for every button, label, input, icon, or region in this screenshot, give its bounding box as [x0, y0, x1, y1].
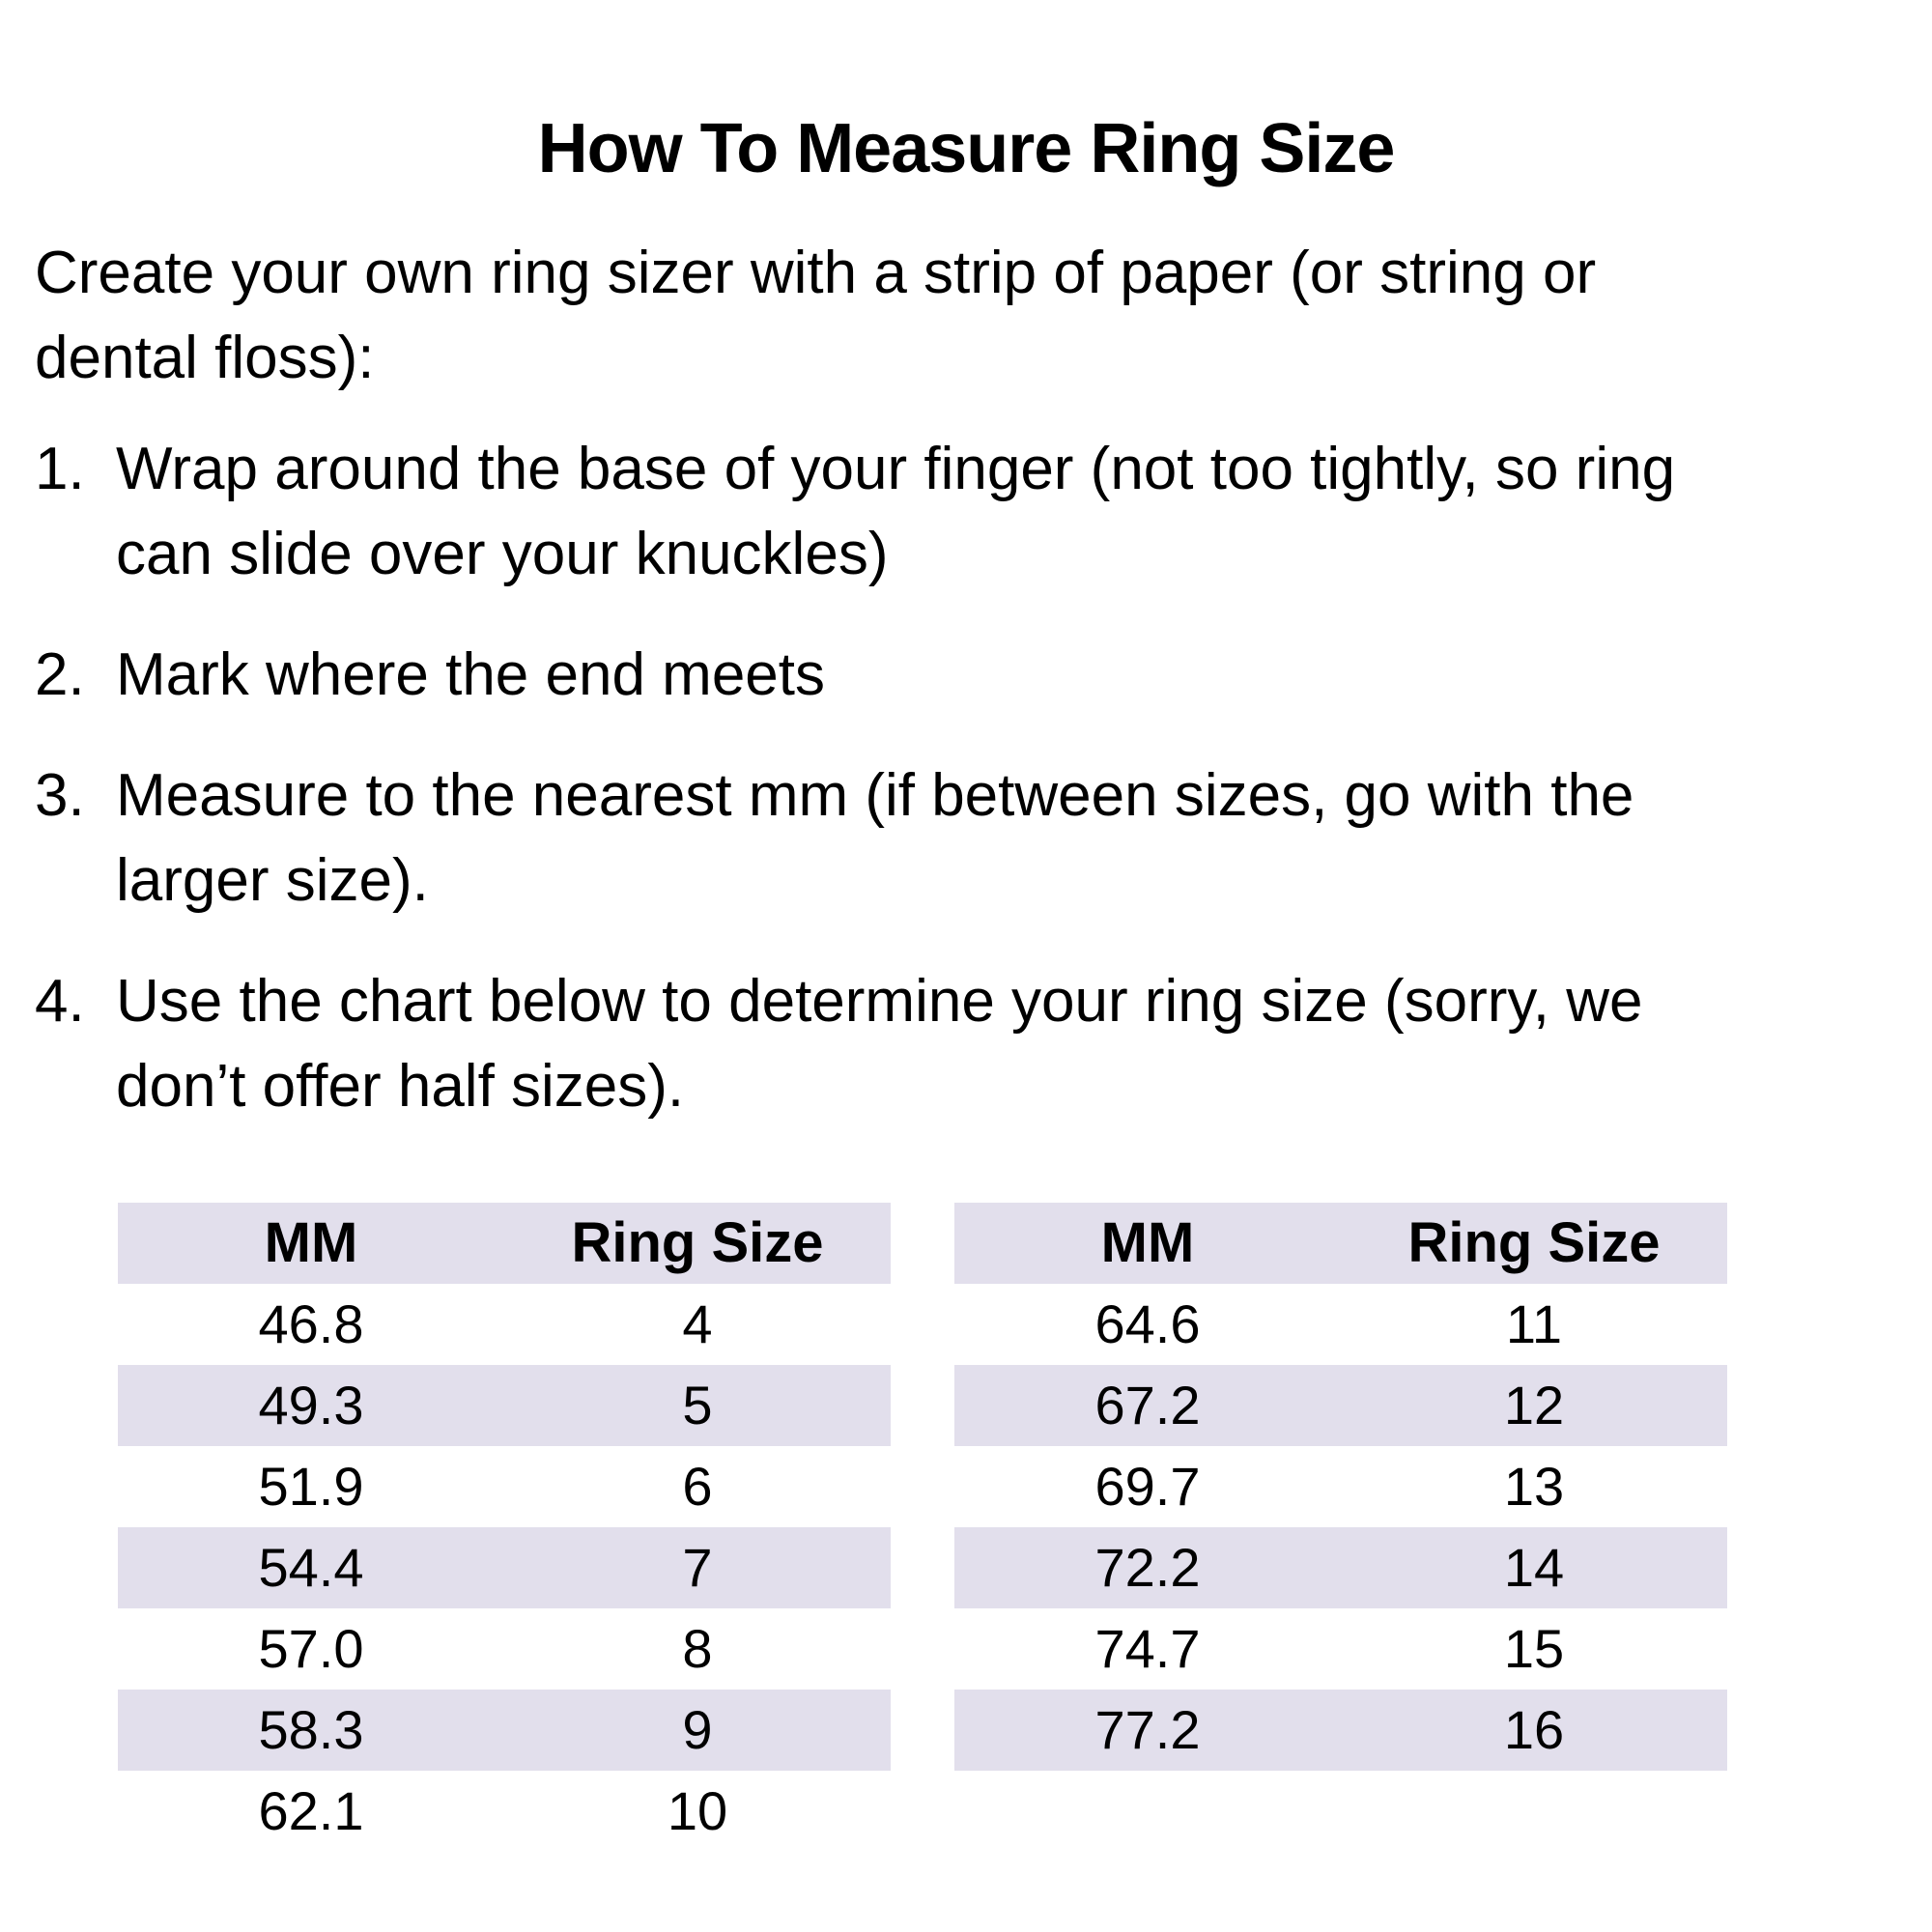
page-title: How To Measure Ring Size	[537, 110, 1396, 187]
ring-size-table-left: MM Ring Size 46.8 4 49.3 5 51.9 6 54.4 7 57.0 8 58.3…	[118, 1203, 891, 1852]
mm-cell: 57.0	[258, 1618, 364, 1679]
table-header-row: MM Ring Size	[118, 1203, 891, 1284]
mm-cell: 51.9	[258, 1456, 364, 1517]
mm-header-cell: MM	[1100, 1211, 1195, 1274]
table-row: 57.0 8	[118, 1608, 891, 1690]
mm-cell: 74.7	[1094, 1618, 1201, 1679]
mm-cell: 69.7	[1094, 1456, 1201, 1517]
table-header-row: MM Ring Size	[954, 1203, 1727, 1284]
list-item: 2. Mark where the end meets	[0, 633, 1932, 718]
list-item: 1. Wrap around the base of your finger (…	[0, 427, 1932, 597]
ring-size-cell: 11	[1505, 1293, 1563, 1354]
mm-cell: 54.4	[258, 1537, 364, 1598]
mm-header-cell: MM	[264, 1211, 358, 1274]
table-row: 62.1 10	[118, 1771, 891, 1852]
ring-size-header-cell: Ring Size	[1407, 1211, 1661, 1274]
table-row: 64.6 11	[954, 1284, 1727, 1365]
ring-size-cell: 10	[667, 1780, 728, 1841]
mm-cell: 62.1	[258, 1780, 364, 1841]
mm-cell: 67.2	[1094, 1375, 1201, 1435]
size-chart-section: MM Ring Size 46.8 4 49.3 5 51.9 6 54.4 7 57.0 8 58.3…	[118, 1203, 1932, 1852]
ring-size-cell: 8	[682, 1618, 713, 1679]
table-row: 49.3 5	[118, 1365, 891, 1446]
ring-size-cell: 6	[682, 1456, 713, 1517]
list-item-number: 4.	[35, 968, 85, 1035]
ring-size-cell: 15	[1503, 1618, 1565, 1679]
list-item-text: Wrap around the base of your finger (not…	[116, 436, 1676, 587]
mm-cell: 46.8	[258, 1293, 364, 1354]
mm-cell: 58.3	[258, 1699, 364, 1760]
list-item-text: Mark where the end meets	[116, 641, 826, 708]
mm-cell: 72.2	[1094, 1537, 1201, 1598]
ring-size-cell: 4	[682, 1293, 713, 1354]
table-row: 46.8 4	[118, 1284, 891, 1365]
ring-size-cell: 5	[682, 1375, 713, 1435]
table-row: 69.7 13	[954, 1446, 1727, 1527]
ring-size-cell: 7	[682, 1537, 713, 1598]
list-item: 4. Use the chart below to determine your…	[0, 959, 1932, 1129]
intro-paragraph: Create your own ring sizer with a strip …	[35, 240, 1597, 391]
mm-cell: 64.6	[1094, 1293, 1201, 1354]
list-item-text: Use the chart below to determine your ri…	[116, 968, 1643, 1120]
mm-cell: 49.3	[258, 1375, 364, 1435]
table-row: 67.2 12	[954, 1365, 1727, 1446]
table-row: 58.3 9	[118, 1690, 891, 1771]
table-row: 72.2 14	[954, 1527, 1727, 1608]
table-row: 74.7 15	[954, 1608, 1727, 1690]
list-item-number: 1.	[35, 436, 85, 502]
ring-size-cell: 9	[682, 1699, 713, 1760]
list-item-text: Measure to the nearest mm (if between si…	[116, 762, 1634, 914]
list-item-number: 2.	[35, 641, 85, 708]
ring-size-cell: 16	[1503, 1699, 1565, 1760]
list-item-number: 3.	[35, 762, 85, 829]
list-item: 3. Measure to the nearest mm (if between…	[0, 753, 1932, 923]
ring-size-cell: 12	[1503, 1375, 1565, 1435]
table-row: 77.2 16	[954, 1690, 1727, 1771]
mm-cell: 77.2	[1094, 1699, 1201, 1760]
ring-size-cell: 13	[1503, 1456, 1565, 1517]
table-row: 51.9 6	[118, 1446, 891, 1527]
ring-size-header-cell: Ring Size	[571, 1211, 824, 1274]
ring-size-cell: 14	[1503, 1537, 1565, 1598]
table-row: 54.4 7	[118, 1527, 891, 1608]
ring-size-table-right: MM Ring Size 64.6 11 67.2 12 69.7 13 72.2 14 74.7 1…	[954, 1203, 1727, 1852]
instruction-list: 1. Wrap around the base of your finger (…	[0, 427, 1932, 1129]
